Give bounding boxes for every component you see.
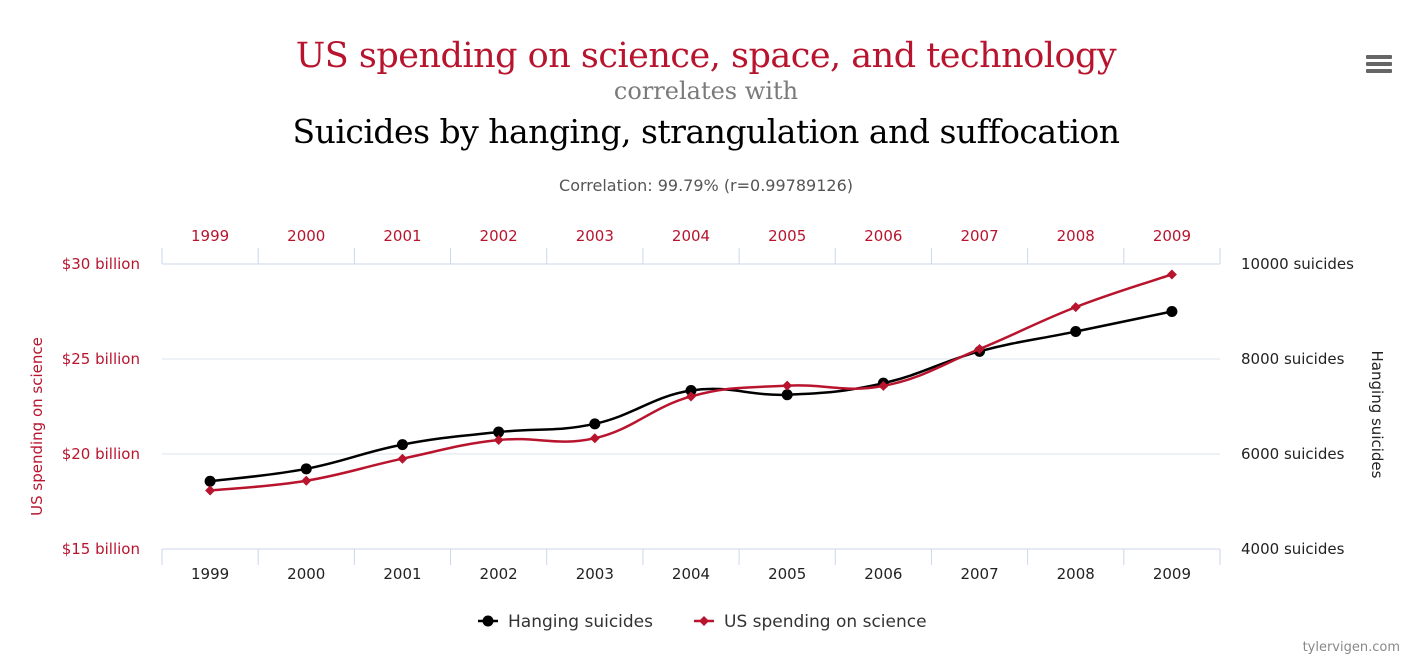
data-point-spending [589, 433, 600, 444]
axes: $15 billion $20 billion $25 billion $30 bil… [28, 227, 1386, 583]
legend-marker-spending [699, 616, 709, 626]
chart-title-separator: correlates with [613, 77, 799, 105]
legend-label-spending: US spending on science [724, 612, 927, 632]
top-axis-tick-label: 2005 [768, 227, 806, 245]
top-axis-tick-label: 2001 [383, 227, 421, 245]
right-axis-tick-label: 10000 suicides [1241, 255, 1354, 273]
top-axis-tick-label: 2008 [1057, 227, 1095, 245]
bottom-axis-tick-label: 2003 [576, 565, 614, 583]
data-point-suicides [589, 418, 601, 430]
chart-title-secondary: Suicides by hanging, strangulation and s… [292, 112, 1120, 151]
legend[interactable]: Hanging suicides US spending on science [478, 612, 927, 632]
legend-label-suicides: Hanging suicides [508, 612, 653, 632]
bottom-axis-tick-label: 2008 [1057, 565, 1095, 583]
bottom-axis-tick-label: 1999 [191, 565, 229, 583]
menu-bar [1366, 62, 1392, 66]
bottom-axis-tick-label: 2005 [768, 565, 806, 583]
bottom-axis-tick-label: 2004 [672, 565, 710, 583]
data-point-spending [301, 475, 312, 486]
data-point-suicides [781, 389, 793, 401]
top-axis-tick-label: 1999 [191, 227, 229, 245]
menu-bar [1366, 55, 1392, 59]
hamburger-menu-icon[interactable] [1362, 52, 1396, 82]
menu-bar [1366, 69, 1392, 73]
right-axis-tick-label: 4000 suicides [1241, 540, 1345, 558]
correlation-label: Correlation: 99.79% (r=0.99789126) [559, 176, 853, 195]
series-line-spending [209, 273, 1173, 492]
bottom-axis-tick-label: 2007 [960, 565, 998, 583]
top-axis-tick-label: 2000 [287, 227, 325, 245]
right-axis-tick-label: 6000 suicides [1241, 445, 1345, 463]
data-point-spending [1070, 302, 1081, 313]
data-point-suicides [300, 463, 312, 475]
data-point-spending [686, 391, 696, 402]
legend-marker-suicides [482, 615, 494, 627]
data-point-spending [974, 344, 985, 355]
top-axis-tick-label: 2003 [576, 227, 614, 245]
data-point-suicides [396, 439, 408, 451]
left-axis-tick-label: $20 billion [62, 445, 140, 463]
data-point-spending [1166, 269, 1177, 280]
grid-lines [162, 263, 1220, 550]
bottom-axis-tick-label: 2002 [480, 565, 518, 583]
left-axis-tick-label: $15 billion [62, 540, 140, 558]
chart-title-primary: US spending on science, space, and techn… [295, 36, 1117, 76]
data-point-spending [878, 380, 889, 391]
series [204, 269, 1178, 496]
top-axis-tick-label: 2009 [1153, 227, 1191, 245]
right-axis-tick-label: 8000 suicides [1241, 350, 1345, 368]
top-axis-tick-label: 2004 [672, 227, 710, 245]
data-point-spending [397, 453, 408, 464]
source-credit[interactable]: tylervigen.com [1302, 640, 1400, 655]
data-point-spending [493, 435, 504, 446]
bottom-axis-tick-label: 2000 [287, 565, 325, 583]
bottom-axis-tick-label: 2006 [864, 565, 902, 583]
data-point-suicides [1070, 326, 1082, 338]
data-point-suicides [685, 385, 697, 397]
top-axis-tick-label: 2007 [960, 227, 998, 245]
data-point-suicides [493, 426, 505, 438]
data-point-suicides [204, 475, 216, 487]
bottom-axis-tick-label: 2009 [1153, 565, 1191, 583]
right-axis-title: Hanging suicides [1368, 351, 1386, 479]
data-point-spending [205, 485, 216, 496]
top-axis-tick-label: 2006 [864, 227, 902, 245]
left-axis-tick-label: $25 billion [62, 350, 140, 368]
data-point-suicides [1166, 306, 1178, 317]
left-axis-title: US spending on science [28, 337, 46, 516]
data-point-spending [782, 380, 793, 391]
top-axis-tick-label: 2002 [480, 227, 518, 245]
bottom-axis-tick-label: 2001 [383, 565, 421, 583]
left-axis-tick-label: $30 billion [62, 255, 140, 273]
